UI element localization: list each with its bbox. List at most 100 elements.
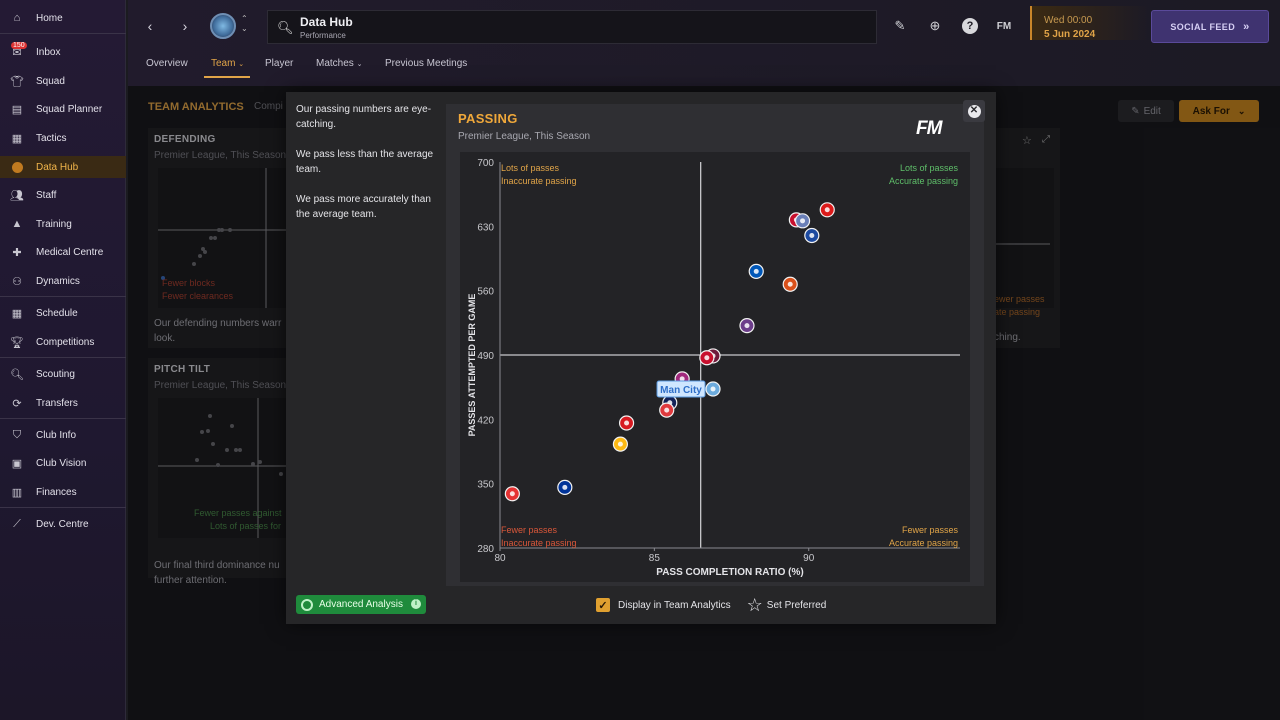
sidebar-item-club-info[interactable]: ⛉ Club Info: [0, 424, 126, 446]
sidebar-item-competitions[interactable]: 🏆︎ Competitions: [0, 331, 126, 353]
x-tick-label: 80: [494, 553, 506, 564]
quadrant-label: Inaccurate passing: [501, 176, 577, 186]
display-in-team-analytics-label: Display in Team Analytics: [618, 599, 731, 611]
star-icon[interactable]: ☆: [746, 595, 763, 615]
y-tick-label: 630: [477, 222, 494, 233]
page-subtitle: Performance: [300, 31, 346, 40]
expand-icon[interactable]: ⤢: [1042, 134, 1050, 145]
sidebar: ⌂ Home ✉ 150 Inbox 👕︎ Squad ▤ Squad Planner ▦…: [0, 0, 126, 720]
sidebar-item-label: Dynamics: [36, 275, 80, 287]
sidebar-item-squad[interactable]: 👕︎ Squad: [0, 70, 126, 92]
quadrant-label: Accurate passing: [889, 538, 958, 548]
chevron-down-icon: ⌄: [1237, 105, 1246, 116]
edit-button[interactable]: ✎ Edit: [1118, 100, 1174, 122]
sidebar-item-label: Scouting: [36, 368, 75, 380]
sidebar-item-label: Training: [36, 218, 72, 230]
modal-footer-options: ✓ Display in Team Analytics ☆ Set Prefer…: [596, 595, 826, 615]
star-icon[interactable]: ☆: [1022, 135, 1032, 147]
quadrant-label: Accurate passing: [889, 176, 958, 186]
sidebar-item-home[interactable]: ⌂ Home: [0, 7, 126, 29]
y-tick-label: 280: [477, 544, 494, 555]
sidebar-item-finances[interactable]: ▥ Finances: [0, 481, 126, 503]
sidebar-item-label: Squad: [36, 75, 65, 87]
tab-overview[interactable]: Overview: [146, 58, 188, 69]
pitch-tilt-card[interactable]: PITCH TILT Premier League, This Season F…: [148, 358, 308, 586]
tab-matches[interactable]: Matches ⌄: [316, 58, 362, 69]
search-bar[interactable]: 🔍︎ Data Hub Performance: [267, 10, 877, 44]
sidebar-item-label: Dev. Centre: [36, 518, 89, 530]
sidebar-item-club-vision[interactable]: ▣ Club Vision: [0, 452, 126, 474]
plot-background: [460, 152, 970, 582]
club-badge-centre: [710, 386, 716, 392]
set-preferred-label[interactable]: Set Preferred: [766, 599, 827, 611]
ask-for-button[interactable]: Ask For ⌄: [1179, 100, 1259, 122]
defending-card[interactable]: DEFENDING Premier League, This Season Fe…: [148, 128, 308, 348]
quadrant-label: Fewer passes: [902, 525, 959, 535]
sidebar-item-staff[interactable]: 👥︎ Staff: [0, 184, 126, 206]
y-tick-label: 490: [477, 351, 494, 362]
club-badge-point: [739, 317, 755, 334]
club-badge-centre: [787, 281, 793, 287]
sidebar-item-label: Finances: [36, 486, 77, 498]
fm-menu-icon[interactable]: FM: [996, 20, 1012, 32]
advanced-analysis-button[interactable]: Advanced Analysis i: [296, 595, 426, 614]
advanced-analysis-icon: [301, 598, 313, 611]
sidebar-item-medical-centre[interactable]: ✚ Medical Centre: [0, 241, 126, 263]
club-switch-chevrons-icon[interactable]: ⌃ ⌄: [241, 14, 248, 33]
quadrant-label: Fewer passes against: [194, 508, 282, 518]
globe-icon[interactable]: ⊕: [929, 18, 941, 33]
sidebar-item-label: Competitions: [36, 336, 95, 348]
pencil-icon: ✎: [1131, 105, 1140, 117]
info-icon[interactable]: i: [411, 599, 421, 609]
tab-player[interactable]: Player: [265, 58, 294, 69]
y-axis-label: PASSES ATTEMPTED PER GAME: [467, 294, 477, 437]
highlight-label-box: [656, 380, 706, 398]
y-tick-label: 700: [477, 158, 494, 169]
back-arrow-icon[interactable]: ‹: [147, 18, 153, 34]
sidebar-item-scouting[interactable]: 🔍︎ Scouting: [0, 363, 126, 385]
sidebar-divider: [0, 507, 126, 508]
edit-label: Edit: [1143, 105, 1161, 117]
sidebar-item-schedule[interactable]: ▦ Schedule: [0, 302, 126, 324]
club-badge-point: [618, 415, 635, 431]
tab-team[interactable]: Team ⌄: [211, 58, 244, 69]
sidebar-item-label: Club Vision: [36, 457, 87, 469]
club-badge-point: [612, 436, 629, 452]
sidebar-item-dev-centre[interactable]: ⟋ Dev. Centre: [0, 513, 126, 535]
y-tick-label: 560: [477, 287, 494, 298]
double-chevron-right-icon: »: [1243, 20, 1250, 33]
sidebar-item-tactics[interactable]: ▦ Tactics: [0, 127, 126, 149]
sidebar-item-dynamics[interactable]: ⚇ Dynamics: [0, 270, 126, 292]
sidebar-item-squad-planner[interactable]: ▤ Squad Planner: [0, 98, 126, 120]
pencil-icon[interactable]: ✎: [894, 18, 906, 33]
defending-mini-plot: Fewer blocks Fewer clearances: [158, 168, 308, 308]
team-analytics-title: TEAM ANALYTICS: [148, 101, 244, 113]
display-in-team-analytics-checkbox[interactable]: ✓: [596, 598, 610, 612]
quadrant-label: ewer passes: [994, 294, 1045, 304]
advanced-analysis-label: Advanced Analysis: [319, 599, 403, 610]
sidebar-item-label: Club Info: [36, 429, 77, 441]
quadrant-label: Lots of passes: [501, 163, 560, 173]
help-icon[interactable]: ?: [961, 17, 979, 35]
club-crest-icon[interactable]: [210, 13, 236, 39]
date-display[interactable]: Wed 00:00 5 Jun 2024: [1030, 6, 1148, 40]
x-axis-label: PASS COMPLETION RATIO (%): [656, 567, 803, 578]
tab-previous-meetings[interactable]: Previous Meetings: [385, 58, 468, 69]
sidebar-item-data-hub[interactable]: Data Hub: [0, 156, 126, 178]
right-card[interactable]: ☆ ⤢ ewer passes ate passing ching.: [994, 128, 1060, 348]
finances-icon: ▥: [11, 486, 23, 499]
sidebar-item-label: Tactics: [36, 132, 67, 144]
chart-subtitle: Premier League, This Season: [458, 131, 591, 142]
social-feed-button[interactable]: SOCIAL FEED »: [1151, 10, 1269, 43]
close-button[interactable]: ✕: [963, 100, 985, 122]
sidebar-item-inbox[interactable]: ✉ 150 Inbox: [0, 41, 126, 63]
fm-logo: FM: [916, 118, 942, 139]
sidebar-item-label: Staff: [36, 189, 57, 201]
card-subtitle: Premier League, This Season: [154, 380, 287, 391]
vision-icon: ▣: [11, 457, 23, 470]
forward-arrow-icon[interactable]: ›: [182, 18, 188, 34]
sidebar-divider: [0, 33, 126, 34]
sidebar-item-training[interactable]: ▲ Training: [0, 213, 126, 235]
sidebar-item-transfers[interactable]: ⟳ Transfers: [0, 392, 126, 414]
